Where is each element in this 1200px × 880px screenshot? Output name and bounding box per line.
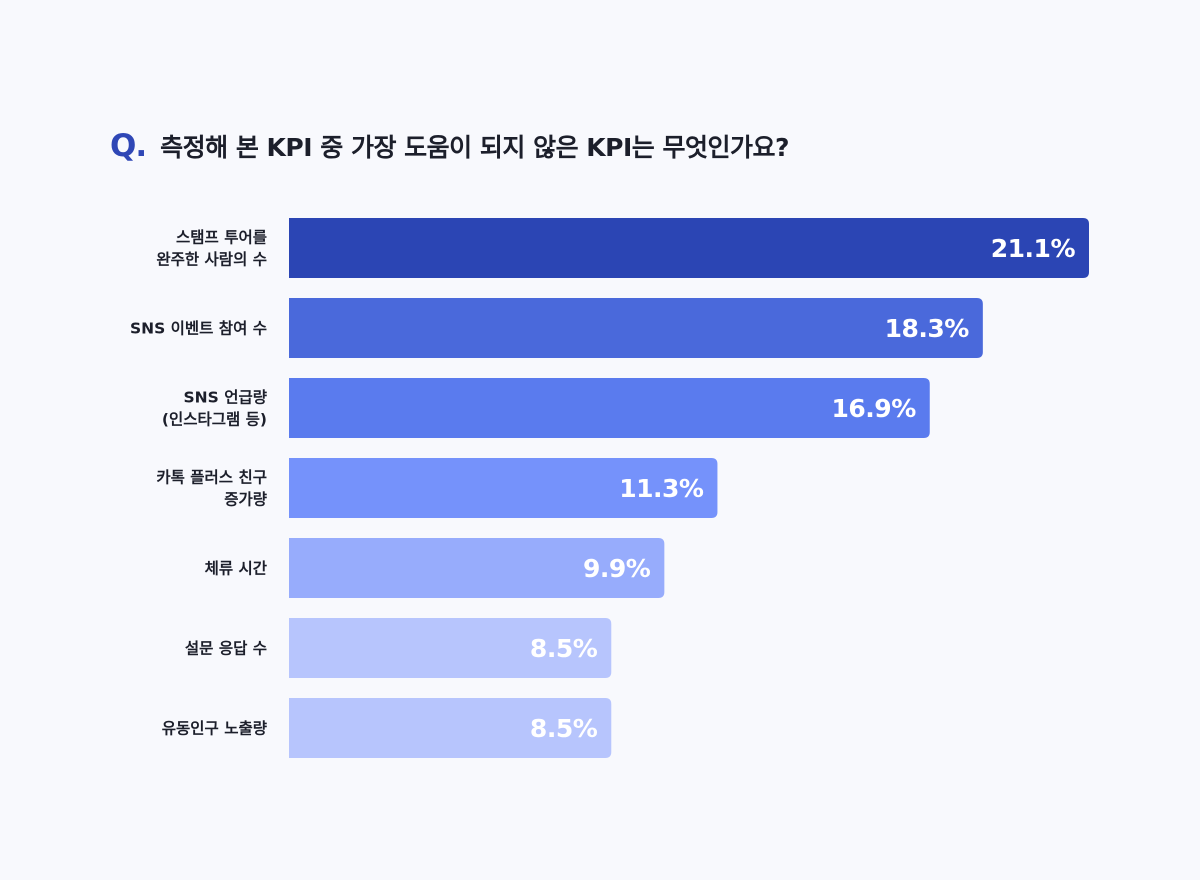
bar	[289, 538, 665, 598]
question-mark-label: Q.	[110, 128, 147, 164]
category-label: 스탬프 투어를	[176, 228, 267, 247]
bar-value-label: 8.5%	[530, 634, 598, 663]
chart-title: Q. 측정해 본 KPI 중 가장 도움이 되지 않은 KPI는 무엇인가요?	[110, 124, 789, 168]
bar	[289, 458, 718, 518]
category-label: 체류 시간	[205, 560, 268, 578]
category-label: 완주한 사람의 수	[156, 250, 267, 269]
bar-group: 18.3% SNS 이벤트 참여 수	[130, 298, 983, 358]
bar-value-label: 11.3%	[619, 474, 704, 503]
bar	[289, 618, 612, 678]
category-label: (인스타그램 등)	[162, 410, 267, 429]
category-label: SNS 언급량	[184, 388, 268, 407]
question-text: 측정해 본 KPI 중 가장 도움이 되지 않은 KPI는 무엇인가요?	[160, 133, 789, 162]
category-label: SNS 이벤트 참여 수	[130, 319, 267, 338]
bar	[289, 218, 1089, 278]
bar-value-label: 18.3%	[885, 314, 970, 343]
bar-value-label: 21.1%	[991, 234, 1076, 263]
category-label: 설문 응답 수	[185, 639, 267, 658]
bar-value-label: 9.9%	[583, 554, 651, 583]
bar	[289, 298, 983, 358]
category-label: 유동인구 노출량	[162, 719, 268, 738]
bar-group: 8.5% 유동인구 노출량	[162, 698, 612, 758]
bar	[289, 378, 930, 438]
bar-group: 16.9% SNS 언급량 (인스타그램 등)	[162, 378, 930, 438]
bar-value-label: 16.9%	[832, 394, 917, 423]
category-label: 증가량	[224, 490, 268, 509]
bar-value-label: 8.5%	[530, 714, 598, 743]
bar-group: 8.5% 설문 응답 수	[185, 618, 612, 678]
bar-group: 9.9% 체류 시간	[205, 538, 665, 598]
bar	[289, 698, 612, 758]
category-label: 카톡 플러스 친구	[156, 469, 267, 487]
